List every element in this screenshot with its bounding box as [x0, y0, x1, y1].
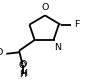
Text: O: O [0, 48, 3, 57]
Text: O: O [41, 3, 49, 12]
Text: N: N [54, 43, 61, 52]
Text: H: H [19, 70, 26, 79]
Text: H: H [20, 69, 27, 78]
Text: O: O [20, 60, 27, 69]
Text: F: F [74, 20, 79, 29]
Text: O: O [19, 61, 26, 70]
